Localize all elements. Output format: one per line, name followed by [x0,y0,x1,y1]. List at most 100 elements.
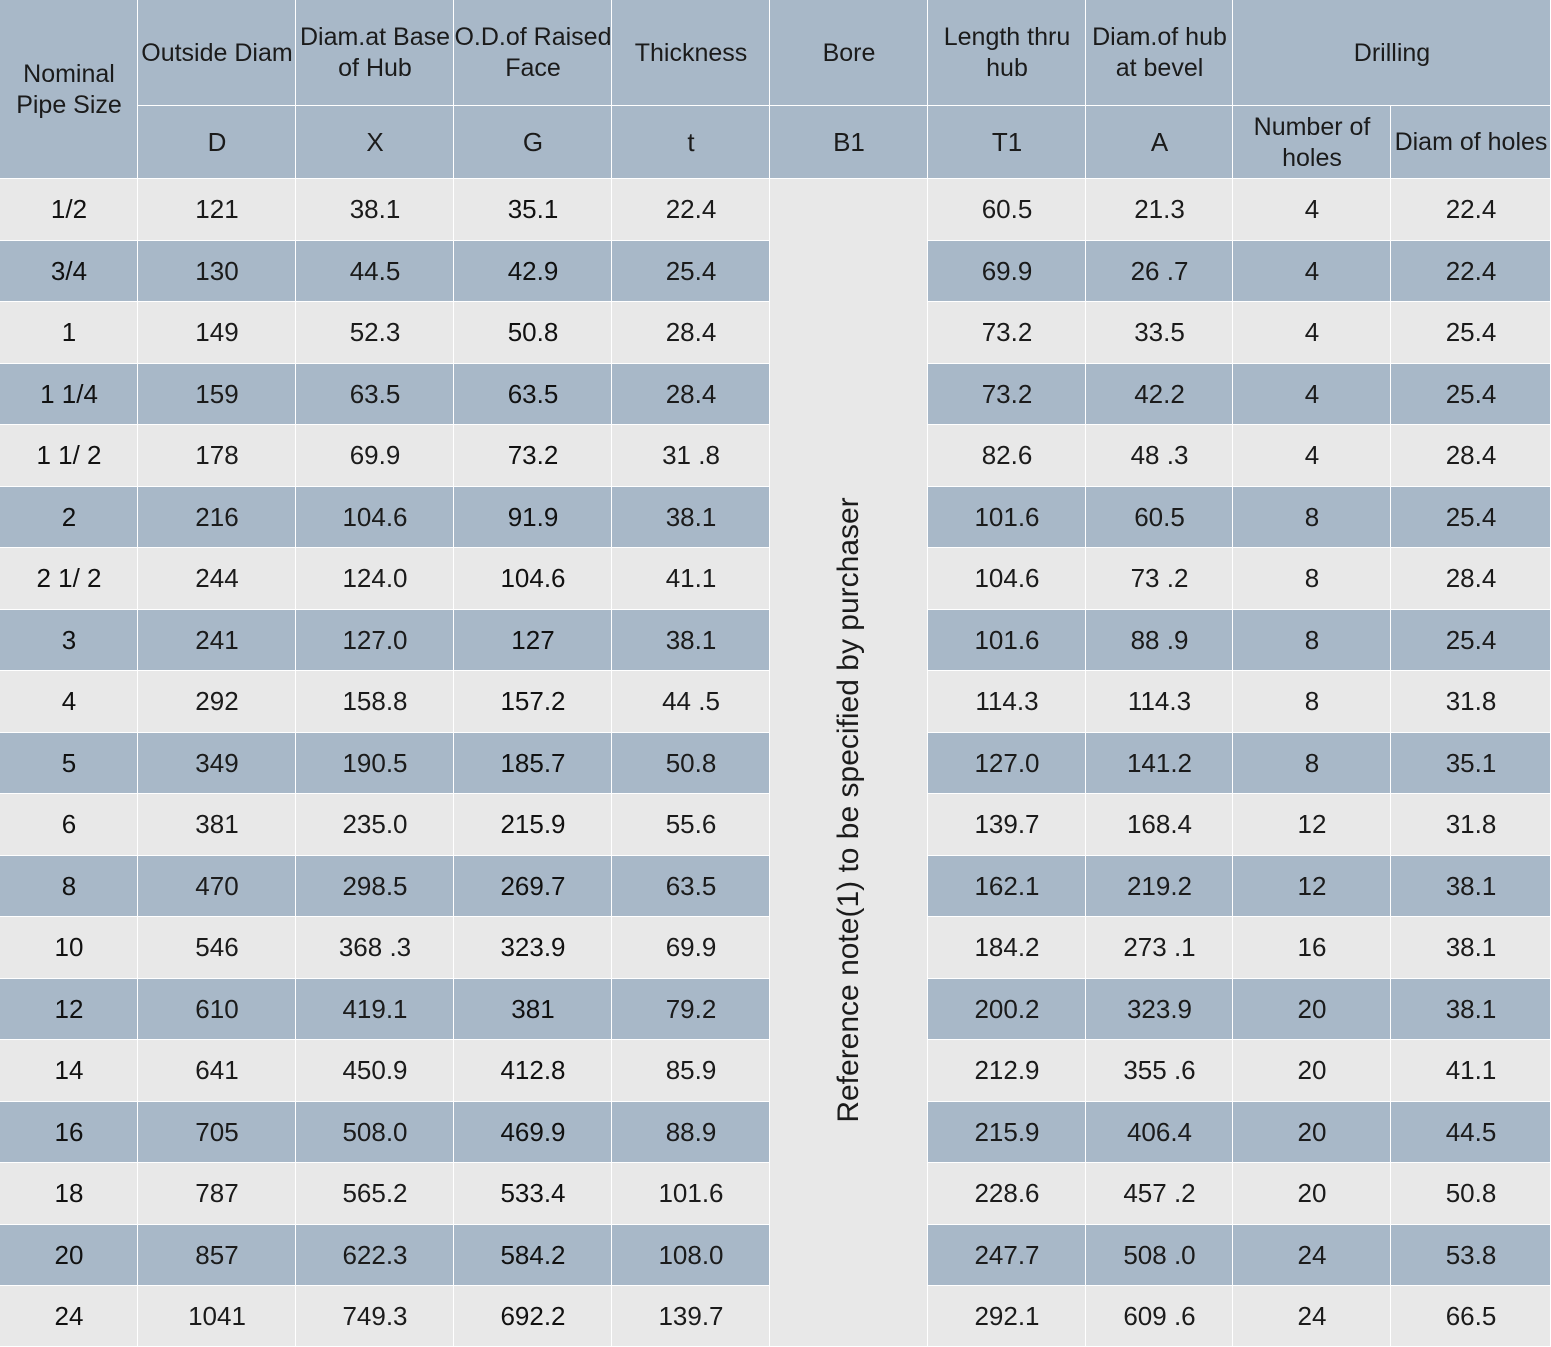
cell-outside-diam: 349 [138,732,296,794]
cell-od-raised-face: 584.2 [454,1224,612,1286]
cell-number-of-holes: 8 [1233,548,1391,610]
cell-outside-diam: 121 [138,179,296,241]
cell-nominal-size: 18 [0,1163,138,1225]
cell-diam-hub-bevel: 168.4 [1086,794,1233,856]
cell-od-raised-face: 63.5 [454,363,612,425]
cell-diam-hub-bevel: 508 .0 [1086,1224,1233,1286]
cell-thickness: 108.0 [612,1224,770,1286]
cell-length-thru-hub: 212.9 [928,1040,1086,1102]
cell-diam-base-hub: 419.1 [296,978,454,1040]
cell-diam-hub-bevel: 42.2 [1086,363,1233,425]
cell-diam-base-hub: 368 .3 [296,917,454,979]
bore-note-text: Reference note(1) to be specified by pur… [832,497,865,1123]
cell-length-thru-hub: 228.6 [928,1163,1086,1225]
cell-od-raised-face: 73.2 [454,425,612,487]
cell-od-raised-face: 692.2 [454,1286,612,1347]
cell-nominal-size: 3 [0,609,138,671]
table-row: 1 149 52.3 50.8 28.4 73.2 33.5 4 25.4 [0,302,1551,364]
cell-length-thru-hub: 73.2 [928,363,1086,425]
header-bore: Bore [770,0,928,106]
cell-diam-hub-bevel: 60.5 [1086,486,1233,548]
header-nominal-pipe-size: Nominal Pipe Size [0,0,138,179]
cell-diam-of-holes: 66.5 [1391,1286,1551,1347]
cell-od-raised-face: 91.9 [454,486,612,548]
header-diam-of-holes: Diam of holes [1391,106,1551,179]
table-body: 1/2 121 38.1 35.1 22.4 Reference note(1) to b… [0,179,1551,1347]
cell-diam-base-hub: 52.3 [296,302,454,364]
cell-nominal-size: 8 [0,855,138,917]
cell-length-thru-hub: 104.6 [928,548,1086,610]
cell-nominal-size: 20 [0,1224,138,1286]
cell-nominal-size: 5 [0,732,138,794]
cell-number-of-holes: 4 [1233,302,1391,364]
cell-number-of-holes: 24 [1233,1286,1391,1347]
cell-diam-hub-bevel: 219.2 [1086,855,1233,917]
cell-nominal-size: 10 [0,917,138,979]
cell-diam-hub-bevel: 141.2 [1086,732,1233,794]
cell-diam-of-holes: 25.4 [1391,609,1551,671]
header-row-symbols: D X G t B1 T1 A Number of holes Diam of … [0,106,1551,179]
cell-length-thru-hub: 101.6 [928,486,1086,548]
cell-outside-diam: 292 [138,671,296,733]
cell-nominal-size: 1 [0,302,138,364]
cell-diam-base-hub: 63.5 [296,363,454,425]
cell-nominal-size: 1 1/ 2 [0,425,138,487]
cell-thickness: 55.6 [612,794,770,856]
cell-diam-hub-bevel: 88 .9 [1086,609,1233,671]
cell-length-thru-hub: 82.6 [928,425,1086,487]
cell-diam-hub-bevel: 457 .2 [1086,1163,1233,1225]
cell-diam-of-holes: 31.8 [1391,671,1551,733]
cell-outside-diam: 241 [138,609,296,671]
header-length-thru-hub: Length thru hub [928,0,1086,106]
cell-diam-hub-bevel: 273 .1 [1086,917,1233,979]
header-od-raised-face: O.D.of Raised Face [454,0,612,106]
header-symbol-t1: T1 [928,106,1086,179]
cell-thickness: 85.9 [612,1040,770,1102]
cell-outside-diam: 470 [138,855,296,917]
cell-diam-of-holes: 38.1 [1391,855,1551,917]
cell-number-of-holes: 12 [1233,855,1391,917]
cell-outside-diam: 705 [138,1101,296,1163]
cell-outside-diam: 381 [138,794,296,856]
cell-thickness: 28.4 [612,363,770,425]
cell-nominal-size: 2 [0,486,138,548]
cell-outside-diam: 178 [138,425,296,487]
cell-od-raised-face: 35.1 [454,179,612,241]
table-row: 16 705 508.0 469.9 88.9 215.9 406.4 20 44.5 [0,1101,1551,1163]
cell-outside-diam: 857 [138,1224,296,1286]
header-symbol-t: t [612,106,770,179]
header-symbol-b1: B1 [770,106,928,179]
cell-od-raised-face: 269.7 [454,855,612,917]
header-outside-diam: Outside Diam [138,0,296,106]
cell-thickness: 41.1 [612,548,770,610]
cell-thickness: 69.9 [612,917,770,979]
cell-diam-hub-bevel: 355 .6 [1086,1040,1233,1102]
cell-number-of-holes: 4 [1233,363,1391,425]
cell-diam-hub-bevel: 114.3 [1086,671,1233,733]
cell-diam-base-hub: 158.8 [296,671,454,733]
table-row: 6 381 235.0 215.9 55.6 139.7 168.4 12 31.8 [0,794,1551,856]
cell-length-thru-hub: 139.7 [928,794,1086,856]
cell-diam-hub-bevel: 406.4 [1086,1101,1233,1163]
table-row: 1 1/4 159 63.5 63.5 28.4 73.2 42.2 4 25.4 [0,363,1551,425]
cell-diam-hub-bevel: 323.9 [1086,978,1233,1040]
cell-diam-of-holes: 53.8 [1391,1224,1551,1286]
cell-thickness: 38.1 [612,486,770,548]
cell-od-raised-face: 50.8 [454,302,612,364]
cell-length-thru-hub: 60.5 [928,179,1086,241]
cell-diam-hub-bevel: 21.3 [1086,179,1233,241]
table-row: 8 470 298.5 269.7 63.5 162.1 219.2 12 38.1 [0,855,1551,917]
cell-length-thru-hub: 73.2 [928,302,1086,364]
header-symbol-a: A [1086,106,1233,179]
cell-diam-hub-bevel: 73 .2 [1086,548,1233,610]
cell-number-of-holes: 20 [1233,1163,1391,1225]
cell-diam-base-hub: 124.0 [296,548,454,610]
cell-number-of-holes: 8 [1233,732,1391,794]
header-diam-base-hub: Diam.at Base of Hub [296,0,454,106]
cell-outside-diam: 610 [138,978,296,1040]
cell-thickness: 22.4 [612,179,770,241]
cell-nominal-size: 6 [0,794,138,856]
cell-diam-of-holes: 25.4 [1391,302,1551,364]
cell-diam-of-holes: 25.4 [1391,486,1551,548]
cell-length-thru-hub: 127.0 [928,732,1086,794]
